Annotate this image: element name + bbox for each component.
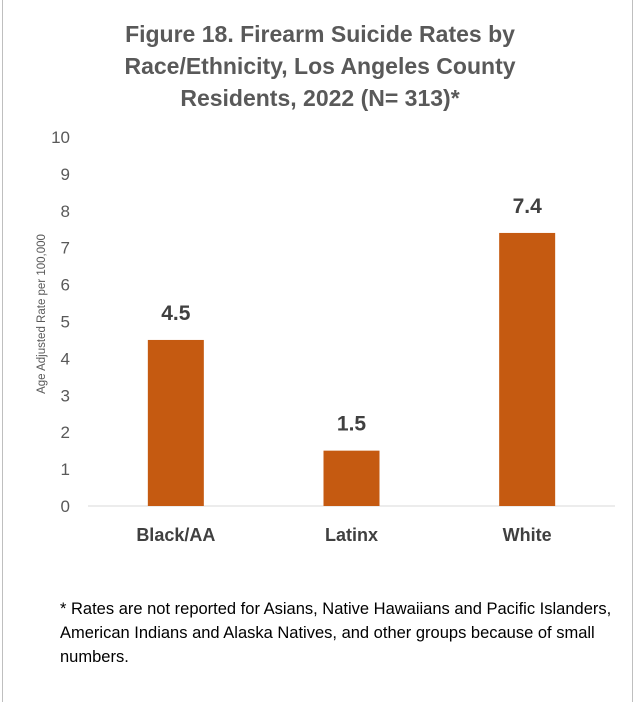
data-label: 4.5 [161, 302, 191, 325]
category-label: Latinx [325, 525, 378, 545]
y-tick-label: 3 [61, 386, 70, 405]
data-labels: 4.5 1.5 7.4 [161, 195, 542, 436]
y-tick-label: 5 [61, 313, 70, 332]
category-label: White [503, 525, 552, 545]
chart-title-line-3: Residents, 2022 (N= 313)* [180, 85, 460, 111]
data-label: 7.4 [513, 195, 543, 218]
y-tick-label: 6 [61, 276, 70, 295]
data-label: 1.5 [337, 413, 367, 436]
y-tick-label: 9 [61, 165, 70, 184]
frame-border-right [632, 0, 633, 702]
bar [499, 232, 556, 506]
footnote: * Rates are not reported for Asians, Nat… [60, 600, 612, 666]
y-tick-label: 10 [51, 128, 70, 147]
chart-title-line-1: Figure 18. Firearm Suicide Rates by [125, 21, 515, 47]
y-tick-label: 8 [61, 202, 70, 221]
chart-title: Figure 18. Firearm Suicide Rates by Race… [60, 18, 580, 114]
bar [147, 339, 204, 506]
y-axis-ticks: 0 1 2 3 4 5 6 7 8 9 10 [51, 128, 70, 516]
y-tick-label: 7 [61, 239, 70, 258]
y-tick-label: 4 [61, 349, 70, 368]
frame-border-left [2, 0, 3, 702]
chart-title-line-2: Race/Ethnicity, Los Angeles County [124, 53, 516, 79]
bars [147, 232, 556, 506]
y-tick-label: 2 [61, 423, 70, 442]
bar [323, 450, 380, 506]
category-labels: Black/AA Latinx White [136, 525, 551, 545]
y-tick-label: 1 [61, 460, 70, 479]
y-tick-label: 0 [61, 497, 70, 516]
category-label: Black/AA [136, 525, 215, 545]
